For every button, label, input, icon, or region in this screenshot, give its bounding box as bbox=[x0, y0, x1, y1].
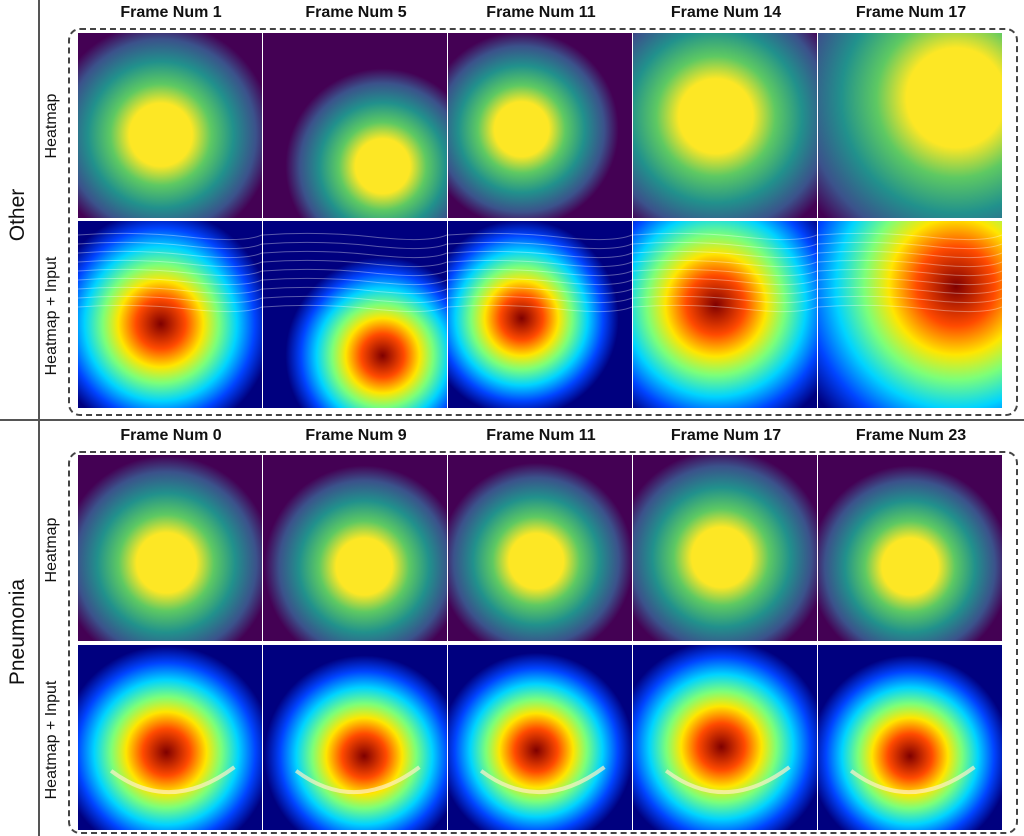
label-divider-top bbox=[38, 0, 40, 419]
heatmap-image bbox=[448, 33, 632, 218]
heatmap-image bbox=[78, 455, 262, 641]
heatmap-overlay-image bbox=[448, 221, 632, 408]
heatmap-overlay-image bbox=[633, 221, 817, 408]
heatmap-image bbox=[633, 33, 817, 218]
label-divider-bottom bbox=[38, 421, 40, 836]
heatmap-image bbox=[448, 455, 632, 641]
heatmap-image bbox=[818, 455, 1002, 641]
heatmap-overlay-image bbox=[263, 645, 447, 830]
frame-label: Frame Num 23 bbox=[855, 427, 967, 444]
heatmap-overlay-image bbox=[448, 645, 632, 830]
row-label-heatmap-input: Heatmap + Input bbox=[43, 680, 60, 800]
section-divider bbox=[0, 419, 1024, 421]
row-label-heatmap: Heatmap bbox=[43, 517, 60, 583]
heatmap-image bbox=[263, 455, 447, 641]
frame-label: Frame Num 11 bbox=[486, 427, 596, 444]
frame-label: Frame Num 11 bbox=[486, 4, 596, 21]
panel-frame-pneumonia bbox=[68, 451, 1018, 834]
heatmap-image bbox=[78, 33, 262, 218]
heatmap-overlay-image bbox=[263, 221, 447, 408]
heatmap-overlay-image bbox=[78, 221, 262, 408]
row-label-heatmap-input: Heatmap + Input bbox=[43, 256, 60, 376]
row-label-heatmap: Heatmap bbox=[43, 93, 60, 159]
heatmap-overlay-image bbox=[633, 645, 817, 830]
heatmap-image bbox=[818, 33, 1002, 218]
heatmap-overlay-image bbox=[78, 645, 262, 830]
frame-label: Frame Num 1 bbox=[120, 4, 222, 21]
section-label-pneumonia: Pneumonia bbox=[6, 578, 29, 686]
heatmap-image bbox=[633, 455, 817, 641]
heatmap-overlay-image bbox=[818, 645, 1002, 830]
frame-label: Frame Num 0 bbox=[120, 427, 222, 444]
heatmap-image bbox=[263, 33, 447, 218]
frame-label: Frame Num 5 bbox=[305, 4, 407, 21]
section-label-other: Other bbox=[6, 188, 29, 242]
panel-frame-other bbox=[68, 28, 1018, 416]
frame-label: Frame Num 17 bbox=[670, 427, 782, 444]
heatmap-overlay-image bbox=[818, 221, 1002, 408]
frame-label: Frame Num 17 bbox=[855, 4, 967, 21]
frame-label: Frame Num 14 bbox=[670, 4, 782, 21]
frame-label: Frame Num 9 bbox=[305, 427, 407, 444]
